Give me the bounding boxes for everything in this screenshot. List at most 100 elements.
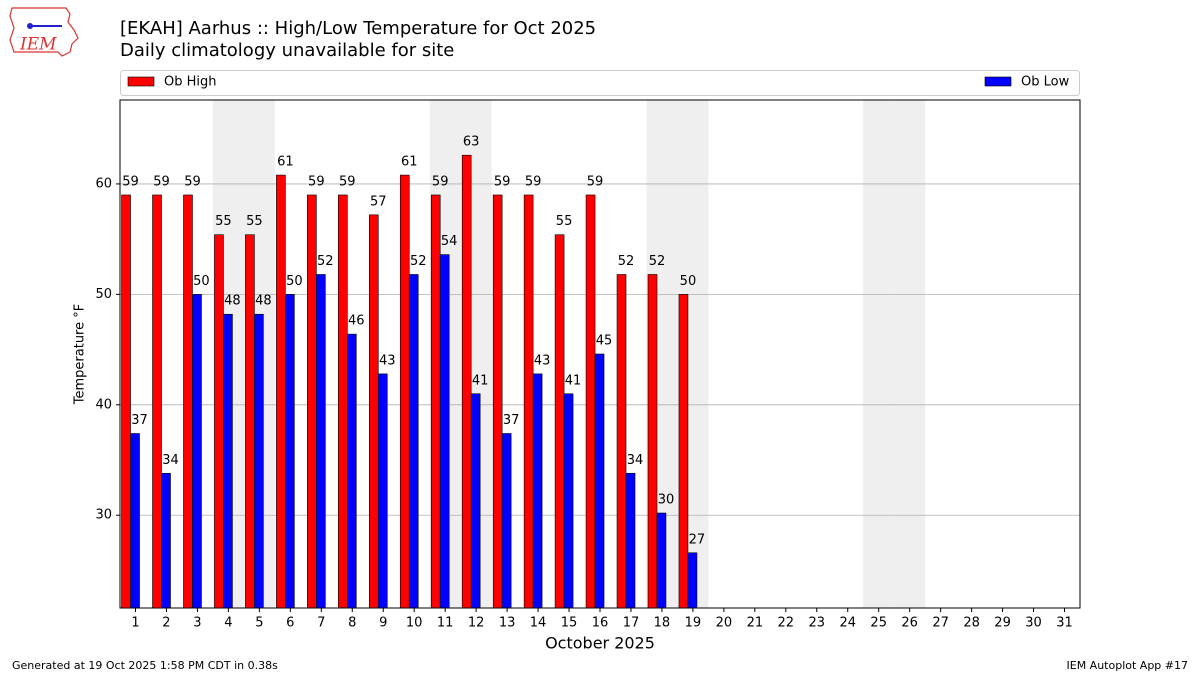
- x-tick-label: 14: [530, 616, 547, 631]
- x-tick-label: 9: [379, 616, 387, 631]
- x-tick-label: 24: [839, 616, 856, 631]
- bar: [276, 174, 286, 609]
- value-label: 27: [689, 532, 706, 547]
- y-axis-label: Temperature °F: [73, 304, 88, 405]
- y-tick-label: 50: [95, 287, 112, 302]
- value-label: 59: [587, 174, 604, 189]
- value-label: 37: [131, 413, 148, 428]
- bar: [594, 353, 605, 609]
- bar: [285, 294, 295, 609]
- bar: [439, 254, 450, 609]
- value-label: 55: [215, 214, 232, 229]
- x-tick-label: 26: [901, 616, 918, 631]
- bar: [532, 373, 543, 609]
- value-label: 48: [255, 294, 272, 309]
- value-label: 48: [224, 294, 241, 309]
- value-label: 59: [494, 174, 511, 189]
- x-tick-label: 3: [193, 616, 201, 631]
- bar: [192, 294, 202, 609]
- value-label: 43: [534, 353, 551, 368]
- bar: [245, 234, 255, 609]
- x-tick-label: 28: [963, 616, 980, 631]
- value-label: 52: [410, 254, 427, 269]
- x-tick-label: 30: [1025, 616, 1042, 631]
- value-label: 61: [401, 155, 418, 170]
- legend-label: Ob High: [164, 75, 217, 90]
- bar: [152, 194, 162, 609]
- x-tick-label: 29: [994, 616, 1011, 631]
- x-tick-label: 2: [162, 616, 170, 631]
- value-label: 30: [658, 493, 675, 508]
- x-tick-label: 8: [348, 616, 356, 631]
- value-label: 59: [339, 174, 356, 189]
- legend-swatch: [127, 76, 155, 87]
- x-tick-label: 15: [561, 616, 578, 631]
- bar: [183, 194, 193, 609]
- x-tick-label: 7: [317, 616, 325, 631]
- x-tick-label: 17: [623, 616, 640, 631]
- y-tick-label: 30: [95, 508, 112, 523]
- x-tick-label: 13: [499, 616, 516, 631]
- bar: [554, 234, 565, 609]
- x-tick-label: 10: [406, 616, 423, 631]
- value-label: 59: [308, 174, 325, 189]
- value-label: 61: [277, 155, 294, 170]
- x-tick-label: 19: [685, 616, 702, 631]
- x-tick-label: 22: [778, 616, 795, 631]
- footer-left: Generated at 19 Oct 2025 1:58 PM CDT in …: [12, 659, 278, 672]
- value-label: 59: [122, 174, 139, 189]
- bar: [130, 433, 140, 609]
- bar: [399, 174, 410, 609]
- x-tick-label: 20: [716, 616, 733, 631]
- logo: IEM: [9, 7, 79, 57]
- legend-swatch: [984, 76, 1012, 87]
- logo-text: IEM: [19, 35, 57, 55]
- bar: [492, 194, 503, 609]
- value-label: 59: [184, 174, 201, 189]
- value-label: 52: [649, 254, 666, 269]
- value-label: 50: [286, 274, 303, 289]
- bar: [430, 194, 441, 609]
- value-label: 43: [379, 353, 396, 368]
- x-axis-label: October 2025: [545, 634, 655, 653]
- bar: [470, 393, 481, 609]
- x-tick-label: 21: [747, 616, 764, 631]
- bar: [368, 214, 379, 609]
- x-tick-label: 25: [870, 616, 887, 631]
- chart-subtitle: Daily climatology unavailable for site: [120, 40, 454, 61]
- bar: [501, 433, 512, 609]
- value-label: 59: [153, 174, 170, 189]
- logo-outline: [9, 7, 79, 57]
- bar: [214, 234, 224, 609]
- bar: [625, 472, 636, 609]
- value-label: 50: [680, 274, 697, 289]
- y-tick-label: 40: [95, 397, 112, 412]
- bar: [461, 154, 472, 609]
- bar: [316, 274, 326, 609]
- logo-dot: [27, 23, 33, 29]
- value-label: 52: [317, 254, 334, 269]
- legend: [120, 70, 1080, 96]
- bar: [563, 393, 574, 609]
- footer-right: IEM Autoplot App #17: [1067, 659, 1189, 672]
- x-tick-label: 12: [468, 616, 485, 631]
- bar: [687, 552, 698, 609]
- bar: [523, 194, 534, 609]
- value-label: 57: [370, 194, 387, 209]
- x-tick-label: 18: [654, 616, 671, 631]
- chart-title: [EKAH] Aarhus :: High/Low Temperature fo…: [120, 18, 596, 39]
- bar: [656, 512, 667, 609]
- value-label: 54: [441, 234, 458, 249]
- x-tick-label: 6: [286, 616, 294, 631]
- y-tick-label: 60: [95, 176, 112, 191]
- bar: [616, 274, 627, 609]
- legend-label: Ob Low: [1021, 75, 1070, 90]
- x-tick-label: 11: [437, 616, 454, 631]
- value-label: 63: [463, 135, 480, 150]
- value-label: 46: [348, 314, 365, 329]
- x-tick-label: 4: [224, 616, 232, 631]
- bar: [254, 313, 264, 609]
- bar: [307, 194, 317, 609]
- plot-frame: [119, 99, 1081, 609]
